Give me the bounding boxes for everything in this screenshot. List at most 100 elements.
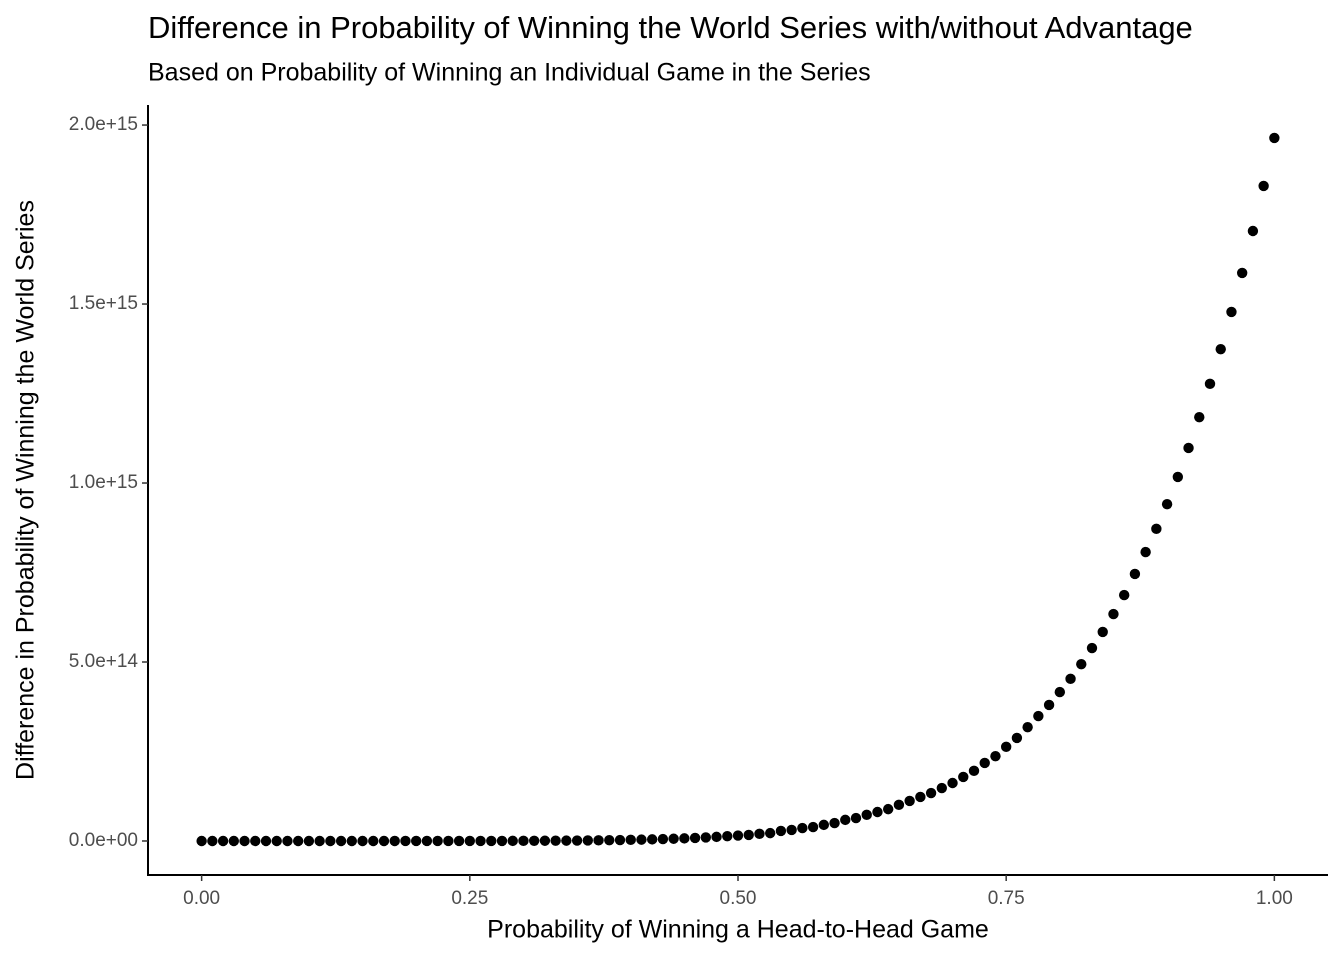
point bbox=[550, 835, 561, 846]
point bbox=[443, 835, 454, 847]
y-tick-label: 1.5e+15 bbox=[69, 293, 138, 314]
point bbox=[807, 821, 819, 833]
point bbox=[968, 765, 980, 777]
point bbox=[1194, 411, 1205, 423]
point bbox=[1172, 471, 1184, 483]
point bbox=[561, 835, 572, 846]
point bbox=[400, 835, 411, 847]
point bbox=[990, 750, 1001, 762]
point bbox=[571, 835, 583, 846]
point bbox=[335, 835, 347, 847]
point bbox=[915, 791, 926, 803]
point bbox=[1043, 699, 1055, 711]
point bbox=[979, 757, 990, 769]
point bbox=[357, 835, 368, 847]
point bbox=[1226, 306, 1237, 318]
point bbox=[1065, 673, 1076, 685]
x-tick-label: 0.25 bbox=[451, 888, 488, 909]
point bbox=[743, 829, 754, 841]
point bbox=[239, 835, 250, 847]
point bbox=[829, 817, 840, 829]
point bbox=[1129, 568, 1141, 580]
point bbox=[593, 835, 604, 846]
y-tick-label: 2.0e+15 bbox=[69, 114, 138, 135]
point bbox=[786, 824, 797, 836]
point bbox=[668, 833, 679, 844]
x-tick-label: 0.75 bbox=[988, 888, 1025, 909]
x-tick-label: 0.50 bbox=[720, 888, 757, 909]
point bbox=[292, 835, 304, 847]
point bbox=[260, 835, 272, 847]
point bbox=[378, 835, 390, 847]
point bbox=[818, 819, 830, 831]
point bbox=[893, 799, 905, 811]
point bbox=[700, 832, 712, 843]
point bbox=[346, 835, 358, 847]
point bbox=[882, 803, 894, 815]
point bbox=[872, 806, 883, 818]
point bbox=[421, 835, 433, 847]
point bbox=[325, 835, 336, 847]
point bbox=[947, 777, 958, 789]
point bbox=[679, 833, 690, 844]
point bbox=[507, 835, 518, 847]
point bbox=[711, 831, 722, 843]
point bbox=[196, 835, 207, 847]
point bbox=[958, 771, 969, 783]
point bbox=[775, 825, 787, 837]
point bbox=[1183, 442, 1194, 454]
point bbox=[1011, 732, 1023, 744]
point bbox=[1140, 546, 1151, 558]
y-tick-label: 5.0e+14 bbox=[69, 651, 139, 672]
chart-title: Difference in Probability of Winning the… bbox=[148, 10, 1193, 45]
point bbox=[797, 822, 808, 834]
point bbox=[1086, 642, 1098, 654]
point bbox=[764, 827, 776, 839]
point bbox=[1247, 225, 1259, 237]
point bbox=[1204, 378, 1216, 390]
point bbox=[250, 835, 261, 847]
point bbox=[1161, 498, 1173, 510]
x-axis-label: Probability of Winning a Head-to-Head Ga… bbox=[487, 916, 989, 944]
point bbox=[754, 828, 765, 840]
point bbox=[861, 809, 872, 821]
point bbox=[389, 835, 400, 847]
point bbox=[625, 834, 636, 846]
point bbox=[1097, 626, 1108, 638]
point bbox=[850, 812, 862, 824]
point bbox=[1022, 721, 1033, 733]
y-tick-label: 1.0e+15 bbox=[69, 472, 138, 493]
point bbox=[486, 835, 497, 847]
point bbox=[282, 835, 293, 847]
point bbox=[410, 835, 422, 847]
y-tick-label: 0.0e+00 bbox=[69, 830, 138, 851]
point bbox=[1269, 132, 1280, 144]
point bbox=[314, 835, 325, 847]
point bbox=[432, 835, 443, 847]
point bbox=[217, 835, 229, 847]
point bbox=[1151, 523, 1162, 535]
point bbox=[582, 835, 594, 846]
x-tick-label: 0.00 bbox=[183, 888, 220, 909]
point bbox=[636, 834, 647, 845]
point bbox=[368, 835, 379, 847]
point bbox=[936, 782, 948, 794]
point bbox=[1108, 608, 1119, 620]
point bbox=[1258, 180, 1269, 192]
point bbox=[1054, 686, 1066, 698]
point bbox=[1000, 741, 1012, 753]
point bbox=[689, 832, 701, 844]
point bbox=[732, 830, 744, 841]
point bbox=[840, 814, 851, 826]
point bbox=[464, 835, 476, 847]
point bbox=[303, 835, 315, 847]
point bbox=[646, 834, 658, 845]
point bbox=[1118, 589, 1130, 601]
point bbox=[228, 835, 240, 847]
point bbox=[453, 835, 465, 847]
point bbox=[1236, 267, 1248, 279]
point bbox=[657, 833, 669, 845]
point bbox=[496, 835, 508, 847]
point bbox=[271, 835, 282, 847]
